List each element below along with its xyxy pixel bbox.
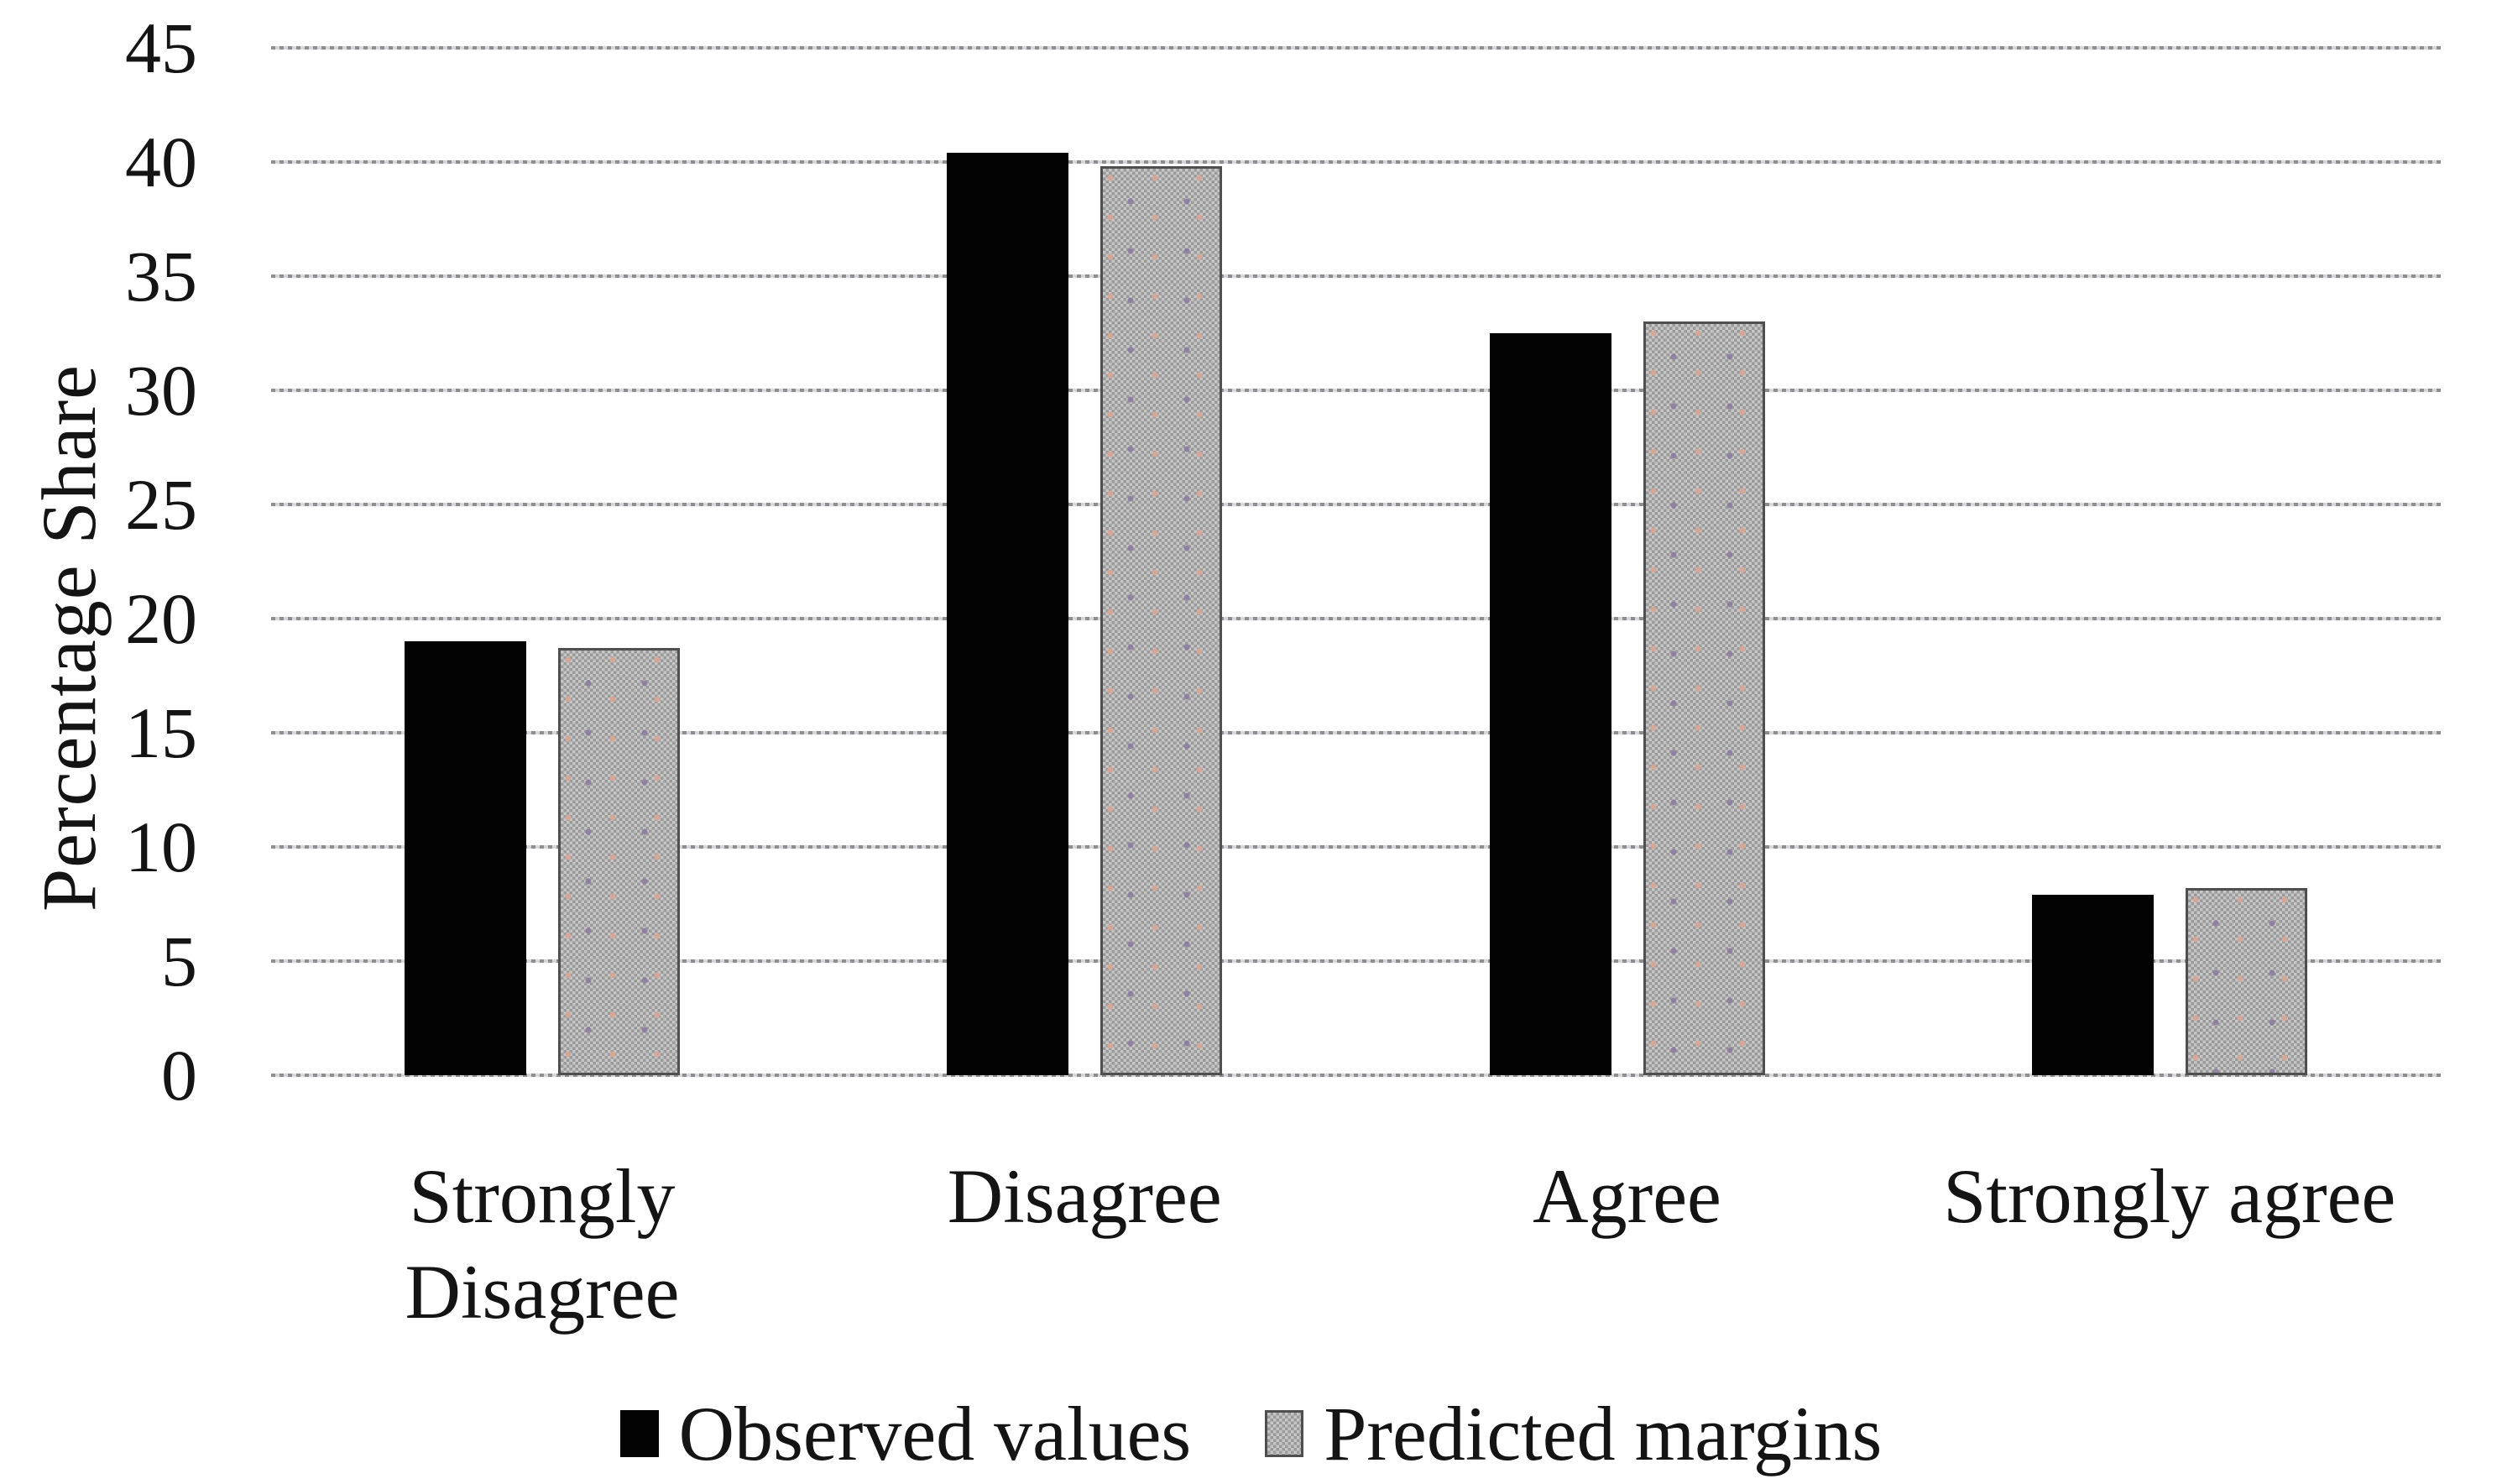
x-category-label: Disagree xyxy=(947,1153,1222,1239)
legend-label: Observed values xyxy=(678,1391,1192,1476)
bar-predicted xyxy=(1100,166,1223,1075)
legend-item-predicted: Predicted margins xyxy=(1265,1387,1882,1481)
bar-observed xyxy=(947,153,1069,1075)
bar-predicted xyxy=(558,648,681,1075)
y-tick-label: 10 xyxy=(125,807,197,887)
legend-label: Predicted margins xyxy=(1324,1391,1883,1476)
gridline-y25 xyxy=(271,503,2441,506)
bar-observed xyxy=(1489,333,1611,1075)
gridline-y30 xyxy=(271,389,2441,392)
bar-observed xyxy=(405,641,527,1075)
gridline-y35 xyxy=(271,274,2441,278)
gridline-y20 xyxy=(271,617,2441,620)
bar-observed xyxy=(2031,895,2154,1075)
gridline-y5 xyxy=(271,959,2441,963)
y-tick-label: 40 xyxy=(125,122,197,202)
legend-swatch-predicted xyxy=(1265,1410,1304,1457)
y-tick-label: 30 xyxy=(125,350,197,431)
plot-area xyxy=(271,46,2441,1077)
bar-predicted xyxy=(2185,887,2307,1075)
gridline-y15 xyxy=(271,731,2441,734)
y-tick-label: 45 xyxy=(125,8,197,88)
y-tick-label: 20 xyxy=(125,578,197,659)
gridline-y0 xyxy=(271,1074,2441,1077)
y-tick-label: 5 xyxy=(161,921,197,1001)
y-tick-label: 25 xyxy=(125,464,197,545)
bar-predicted xyxy=(1643,321,1765,1075)
y-tick-label: 15 xyxy=(125,692,197,773)
gridline-y10 xyxy=(271,845,2441,849)
legend: Observed values Predicted margins xyxy=(0,1387,2502,1481)
gridline-y40 xyxy=(271,160,2441,164)
x-category-label: Strongly agree xyxy=(1943,1153,2396,1239)
x-category-label: Agree xyxy=(1533,1153,1721,1239)
y-tick-label: 0 xyxy=(161,1035,197,1116)
y-tick-label: 35 xyxy=(125,236,197,316)
legend-item-observed: Observed values xyxy=(619,1387,1192,1481)
x-category-label: Strongly Disagree xyxy=(405,1153,680,1335)
gridline-y45 xyxy=(271,46,2441,50)
legend-swatch-observed xyxy=(619,1410,659,1457)
